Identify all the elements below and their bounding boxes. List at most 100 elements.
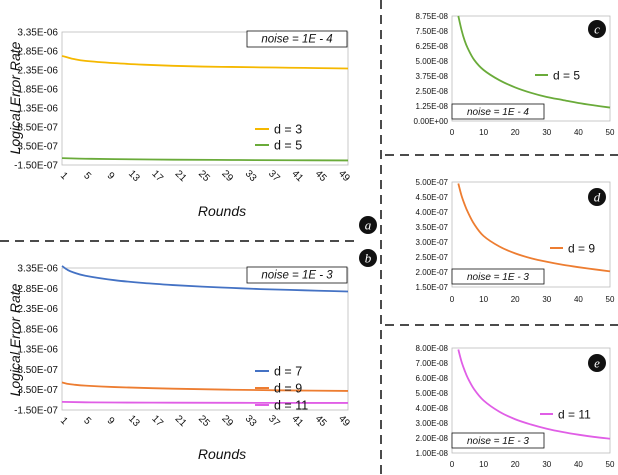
chart-e: 8.00E-08 7.00E-08 6.00E-08 5.00E-08 4.00E-08…: [416, 344, 615, 469]
noise-annotation: noise = 1E - 3: [467, 272, 529, 283]
x-tick-label: 9: [105, 415, 117, 427]
x-axis-label: Rounds: [198, 446, 246, 462]
y-tick-label: 7.50E-08: [416, 27, 449, 36]
y-tick-label: 5.00E-08: [416, 57, 449, 66]
y-tick-label: 5.00E-07: [416, 178, 449, 187]
panel-badge-letter: d: [594, 190, 601, 205]
y-tick-label: -1.50E-07: [14, 406, 58, 417]
noise-annotation-box: [246, 266, 348, 284]
noise-annotation-box: [246, 30, 348, 48]
x-tick-label: 9: [105, 170, 117, 182]
y-tick-label: 3.50E-07: [17, 142, 58, 153]
x-tick-label: 1: [58, 415, 70, 427]
legend-label: d = 9: [568, 241, 595, 255]
y-tick-label: 1.85E-06: [17, 85, 58, 96]
y-tick-label: 8.75E-08: [416, 12, 449, 21]
series-line-d11: [61, 400, 349, 404]
y-tick-label: 2.35E-06: [17, 66, 58, 77]
y-tick-label: 2.85E-06: [17, 284, 58, 295]
noise-annotation: noise = 1E - 3: [467, 436, 529, 447]
legend-label: d = 9: [274, 382, 302, 396]
x-tick-label: 33: [243, 168, 259, 184]
noise-annotation-box: [451, 103, 545, 120]
legend-label: d = 11: [274, 399, 308, 413]
x-tick-label: 37: [266, 168, 282, 184]
x-tick-label: 30: [542, 460, 551, 469]
y-tick-label: 3.35E-06: [17, 264, 58, 275]
x-tick-label: 0: [450, 460, 455, 469]
y-tick-label: 3.35E-06: [17, 28, 58, 39]
y-tick-label: 3.00E-08: [416, 419, 449, 428]
y-tick-label: 4.00E-08: [416, 404, 449, 413]
x-tick-label: 21: [173, 168, 189, 184]
y-tick-label: 0.00E+00: [414, 117, 449, 126]
x-tick-label: 0: [450, 295, 455, 304]
y-tick-label: 2.85E-06: [17, 47, 58, 58]
y-tick-label: 5.00E-08: [416, 389, 449, 398]
y-tick-label: 3.50E-07: [17, 385, 58, 396]
y-tick-label: 4.00E-07: [416, 208, 449, 217]
x-tick-label: 40: [574, 460, 583, 469]
x-tick-label: 41: [289, 413, 305, 429]
noise-annotation-box: [451, 268, 545, 285]
panel-badge-letter: b: [365, 251, 372, 266]
x-tick-label: 49: [336, 168, 352, 184]
x-tick-label: 13: [126, 413, 142, 429]
y-tick-label: 2.35E-06: [17, 304, 58, 315]
y-tick-label: 3.50E-07: [416, 223, 449, 232]
x-axis-label: Rounds: [198, 203, 246, 219]
x-tick-label: 17: [149, 168, 165, 184]
series-line-d3: [61, 55, 349, 70]
x-tick-label: 20: [511, 128, 520, 137]
y-axis-label: Logical Error Rate: [7, 283, 23, 396]
panel-badge-letter: c: [594, 22, 600, 37]
y-tick-label: 1.35E-06: [17, 104, 58, 115]
chart-c: 8.75E-08 7.50E-08 6.25E-08 5.00E-08 3.75E-08…: [414, 12, 615, 137]
x-tick-label: 10: [479, 295, 488, 304]
series-line-d9: [457, 183, 611, 273]
chart-b: 3.35E-06 2.85E-06 2.35E-06 1.85E-06 1.35E-06…: [7, 249, 377, 462]
x-tick-label: 5: [81, 170, 93, 182]
panel-badge: [588, 354, 606, 372]
y-tick-label: 8.50E-07: [17, 365, 58, 376]
y-tick-label: 3.75E-08: [416, 72, 449, 81]
y-tick-label: 6.00E-08: [416, 374, 449, 383]
x-tick-label: 29: [219, 168, 235, 184]
x-tick-label: 25: [196, 413, 212, 429]
x-tick-label: 20: [511, 460, 520, 469]
x-tick-label: 29: [219, 413, 235, 429]
series-line-d7: [61, 265, 349, 293]
chart-a: 3.35E-06 2.85E-06 2.35E-06 1.85E-06 1.35E-06…: [7, 28, 377, 234]
legend-label: d = 11: [558, 407, 591, 421]
y-axis-label: Logical Error Rate: [7, 41, 23, 154]
panel-badge-letter: a: [365, 218, 372, 233]
legend-label: d = 3: [274, 123, 302, 137]
noise-annotation: noise = 1E - 4: [261, 34, 332, 46]
x-tick-label: 45: [313, 413, 329, 429]
x-tick-label: 41: [289, 168, 305, 184]
x-tick-label: 10: [479, 460, 488, 469]
y-tick-label: 6.25E-08: [416, 42, 449, 51]
noise-annotation: noise = 1E - 4: [467, 107, 529, 118]
y-tick-label: 8.00E-08: [416, 344, 449, 353]
y-tick-label: 1.00E-08: [416, 449, 449, 458]
x-tick-label: 50: [606, 295, 615, 304]
y-tick-label: 8.50E-07: [17, 123, 58, 134]
y-tick-label: 1.35E-06: [17, 345, 58, 356]
series-line-d9: [61, 381, 349, 392]
y-tick-label: 1.25E-08: [416, 102, 449, 111]
x-tick-label: 17: [149, 413, 165, 429]
panel-badge: [359, 249, 377, 267]
x-tick-label: 50: [606, 460, 615, 469]
series-line-d5: [61, 157, 349, 162]
x-tick-label: 20: [511, 295, 520, 304]
panel-badge: [588, 188, 606, 206]
y-tick-label: 7.00E-08: [416, 359, 449, 368]
chart-d: 5.00E-07 4.50E-07 4.00E-07 3.50E-07 3.00E-07…: [416, 178, 615, 304]
charts-layer: 3.35E-06 2.85E-06 2.35E-06 1.85E-06 1.35E-06…: [7, 12, 615, 469]
x-tick-label: 1: [58, 170, 70, 182]
x-tick-label: 0: [450, 128, 455, 137]
x-tick-label: 37: [266, 413, 282, 429]
